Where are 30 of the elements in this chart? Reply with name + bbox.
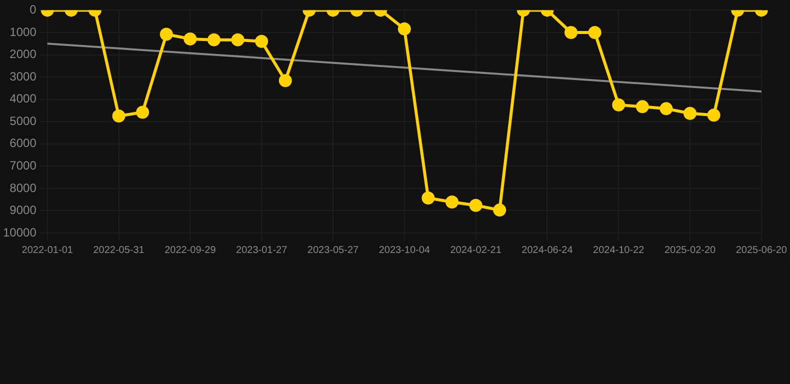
point — [684, 106, 697, 120]
point — [278, 74, 292, 88]
point — [612, 98, 626, 112]
y-tick-label: 4000 — [10, 92, 37, 106]
x-tick-label: 2022-01-01 — [22, 244, 74, 256]
x-tick-label: 2022-09-29 — [164, 244, 216, 256]
y-tick-label: 3000 — [10, 69, 37, 84]
y-tick-label: 9000 — [10, 203, 37, 218]
x-tick-label: 2023-10-04 — [378, 244, 430, 256]
point — [707, 108, 720, 122]
x-tick-label: 2025-06-20 — [736, 244, 788, 256]
y-tick-label: 10000 — [2, 225, 37, 240]
y-tick-label: 6000 — [10, 136, 37, 150]
x-tick-label: 2024-10-22 — [593, 244, 645, 256]
point — [136, 106, 150, 119]
y-tick-label: 1000 — [10, 24, 37, 39]
x-tick-label: 2025-02-20 — [664, 244, 716, 256]
x-tick-label: 2022-05-31 — [93, 244, 145, 256]
x-tick-label: 2024-02-21 — [450, 244, 502, 256]
y-tick-label: 5000 — [10, 114, 37, 128]
x-tick-label: 2023-01-27 — [236, 244, 288, 256]
x-tick-label: 2024-06-24 — [522, 244, 574, 256]
point — [660, 102, 673, 116]
y-tick-label: 2000 — [10, 47, 37, 62]
y-tick-label: 7000 — [10, 158, 37, 172]
y-tick-label: 8000 — [10, 180, 37, 195]
y-tick-label: 0 — [30, 2, 37, 17]
point — [112, 110, 126, 123]
x-tick-label: 2023-05-27 — [307, 244, 360, 256]
point — [636, 100, 649, 114]
